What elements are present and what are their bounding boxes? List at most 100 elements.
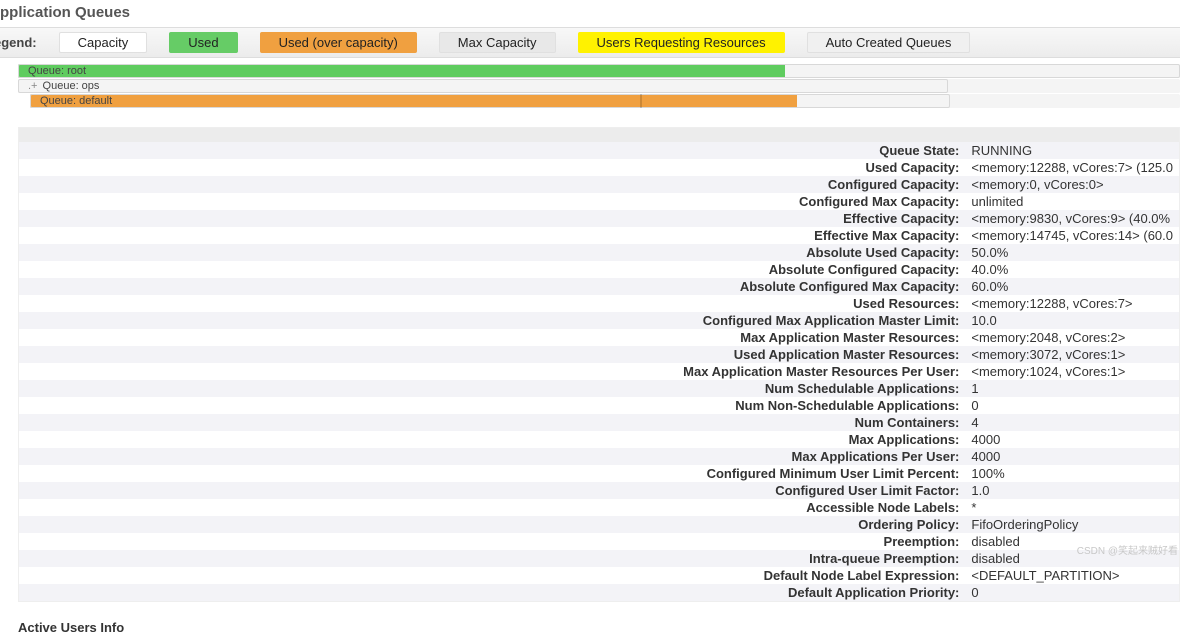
metric-row: Preemption:disabled [19, 533, 1179, 550]
metric-row: Max Application Master Resources Per Use… [19, 363, 1179, 380]
metric-key: Configured Minimum User Limit Percent: [19, 465, 965, 482]
active-users-heading: Active Users Info [18, 620, 1180, 635]
metric-value: 40.0% [965, 261, 1179, 278]
panel-header-bar [19, 128, 1179, 142]
metric-row: Configured Capacity:<memory:0, vCores:0> [19, 176, 1179, 193]
metric-key: Max Applications Per User: [19, 448, 965, 465]
queue-tree: Queue: root .+ Queue: ops Queue: default [18, 64, 1180, 109]
metric-key: Num Non-Schedulable Applications: [19, 397, 965, 414]
metric-key: Max Applications: [19, 431, 965, 448]
metric-value: 1.0 [965, 482, 1179, 499]
metric-key: Default Application Priority: [19, 584, 965, 601]
metric-row: Configured Max Application Master Limit:… [19, 312, 1179, 329]
metric-value: 4000 [965, 448, 1179, 465]
metric-key: Intra-queue Preemption: [19, 550, 965, 567]
metric-row: Absolute Configured Max Capacity:60.0% [19, 278, 1179, 295]
metric-value: unlimited [965, 193, 1179, 210]
queue-name: Queue: default [40, 95, 112, 107]
metric-key: Max Application Master Resources: [19, 329, 965, 346]
metric-row: Configured Minimum User Limit Percent:10… [19, 465, 1179, 482]
metric-row: Absolute Used Capacity:50.0% [19, 244, 1179, 261]
queue-capacity-outline [18, 79, 948, 93]
queue-used-bar [30, 94, 797, 108]
legend-swatch: Used (over capacity) [260, 32, 417, 53]
metric-key: Used Application Master Resources: [19, 346, 965, 363]
queue-label: .+ Queue: ops [18, 80, 99, 92]
legend-swatch: Users Requesting Resources [578, 32, 785, 53]
metric-value: <memory:14745, vCores:14> (60.0 [965, 227, 1179, 244]
metric-value: 4000 [965, 431, 1179, 448]
metric-value: <memory:1024, vCores:1> [965, 363, 1179, 380]
metric-key: Configured Max Capacity: [19, 193, 965, 210]
queue-label: Queue: default [30, 95, 112, 107]
metric-row: Num Non-Schedulable Applications:0 [19, 397, 1179, 414]
metric-value: 1 [965, 380, 1179, 397]
metric-value: <memory:9830, vCores:9> (40.0% [965, 210, 1179, 227]
metric-row: Configured User Limit Factor:1.0 [19, 482, 1179, 499]
metric-key: Ordering Policy: [19, 516, 965, 533]
metric-key: Configured Max Application Master Limit: [19, 312, 965, 329]
metric-value: 0 [965, 584, 1179, 601]
metric-key: Default Node Label Expression: [19, 567, 965, 584]
metric-value: 50.0% [965, 244, 1179, 261]
metric-key: Queue State: [19, 142, 965, 159]
metric-key: Num Containers: [19, 414, 965, 431]
queue-row[interactable]: Queue: root [18, 64, 1180, 79]
metric-value: 4 [965, 414, 1179, 431]
queue-name: Queue: ops [43, 80, 100, 92]
metric-key: Absolute Configured Capacity: [19, 261, 965, 278]
queue-label: Queue: root [18, 65, 86, 77]
legend-bar: egend: CapacityUsedUsed (over capacity)M… [0, 27, 1180, 58]
metric-row: Intra-queue Preemption:disabled [19, 550, 1179, 567]
metric-value: <memory:12288, vCores:7> [965, 295, 1179, 312]
metric-row: Used Resources:<memory:12288, vCores:7> [19, 295, 1179, 312]
metric-key: Absolute Configured Max Capacity: [19, 278, 965, 295]
metric-key: Num Schedulable Applications: [19, 380, 965, 397]
metric-row: Ordering Policy:FifoOrderingPolicy [19, 516, 1179, 533]
metric-value: <memory:3072, vCores:1> [965, 346, 1179, 363]
metric-key: Preemption: [19, 533, 965, 550]
metric-row: Num Schedulable Applications:1 [19, 380, 1179, 397]
metrics-table: Queue State:RUNNINGUsed Capacity:<memory… [19, 142, 1179, 601]
queue-row[interactable]: Queue: default [30, 94, 1180, 109]
legend-swatch: Capacity [59, 32, 148, 53]
queue-used-bar [18, 64, 785, 78]
metric-value: * [965, 499, 1179, 516]
metric-key: Accessible Node Labels: [19, 499, 965, 516]
metric-value: <memory:2048, vCores:2> [965, 329, 1179, 346]
metric-value: <memory:12288, vCores:7> (125.0 [965, 159, 1179, 176]
metric-key: Max Application Master Resources Per Use… [19, 363, 965, 380]
metric-row: Effective Capacity:<memory:9830, vCores:… [19, 210, 1179, 227]
legend-label: egend: [0, 35, 37, 50]
metric-key: Used Capacity: [19, 159, 965, 176]
metric-value: 0 [965, 397, 1179, 414]
metric-value: <memory:0, vCores:0> [965, 176, 1179, 193]
metric-row: Default Node Label Expression:<DEFAULT_P… [19, 567, 1179, 584]
metric-value: 10.0 [965, 312, 1179, 329]
metric-row: Num Containers:4 [19, 414, 1179, 431]
page-title: pplication Queues [0, 0, 1180, 27]
watermark: CSDN @笑起来贼好看 [1077, 542, 1178, 557]
metric-row: Used Application Master Resources:<memor… [19, 346, 1179, 363]
metric-row: Used Capacity:<memory:12288, vCores:7> (… [19, 159, 1179, 176]
metric-row: Queue State:RUNNING [19, 142, 1179, 159]
metric-value: 100% [965, 465, 1179, 482]
metric-key: Effective Max Capacity: [19, 227, 965, 244]
metric-key: Configured User Limit Factor: [19, 482, 965, 499]
queue-details-panel: Queue State:RUNNINGUsed Capacity:<memory… [18, 127, 1180, 602]
tree-expand-icon[interactable]: .+ [28, 80, 41, 92]
metric-row: Max Applications Per User:4000 [19, 448, 1179, 465]
queue-capacity-marker [640, 94, 642, 108]
metric-key: Configured Capacity: [19, 176, 965, 193]
legend-swatch: Auto Created Queues [807, 32, 971, 53]
metric-value: FifoOrderingPolicy [965, 516, 1179, 533]
metric-row: Default Application Priority:0 [19, 584, 1179, 601]
queue-name: Queue: root [28, 65, 86, 77]
metric-value: RUNNING [965, 142, 1179, 159]
queue-row[interactable]: .+ Queue: ops [18, 79, 1180, 94]
metric-row: Configured Max Capacity:unlimited [19, 193, 1179, 210]
metric-row: Accessible Node Labels:* [19, 499, 1179, 516]
metric-key: Effective Capacity: [19, 210, 965, 227]
metric-key: Absolute Used Capacity: [19, 244, 965, 261]
metric-value: 60.0% [965, 278, 1179, 295]
